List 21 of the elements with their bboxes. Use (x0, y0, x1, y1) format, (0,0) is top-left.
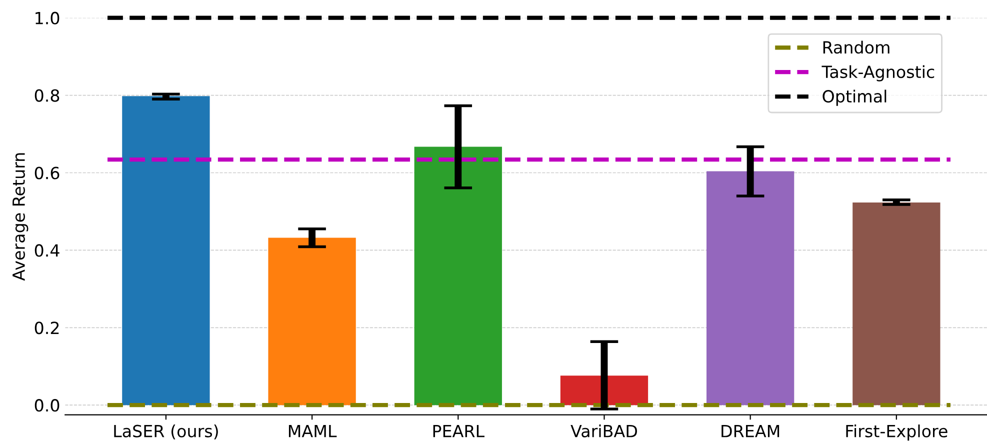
bar (414, 146, 502, 406)
y-tick-label: 0.6 (34, 166, 60, 180)
x-tick-label: First-Explore (846, 424, 948, 441)
x-tick-label: PEARL (433, 425, 484, 438)
y-tick-label: 0.4 (34, 244, 60, 257)
bar (706, 171, 794, 406)
y-tick-label: 0.8 (34, 89, 60, 102)
x-tick-label: DREAM (722, 425, 780, 438)
x-tick-label: VariBAD (570, 424, 637, 438)
legend-label: Task-Agnostic (822, 65, 934, 82)
y-tick-label: 1.0 (36, 12, 60, 24)
legend-label: Random (823, 40, 890, 54)
y-axis-title: Average Return (12, 153, 28, 281)
y-tick-label: 0.0 (34, 399, 60, 412)
legend-label: Optimal (822, 90, 886, 106)
bar (852, 202, 940, 406)
x-tick-label: MAML (288, 425, 337, 438)
x-tick-label: LaSER (ours) (114, 424, 218, 440)
bar (122, 96, 210, 406)
bar (268, 238, 356, 406)
y-tick-label: 0.2 (34, 322, 59, 334)
